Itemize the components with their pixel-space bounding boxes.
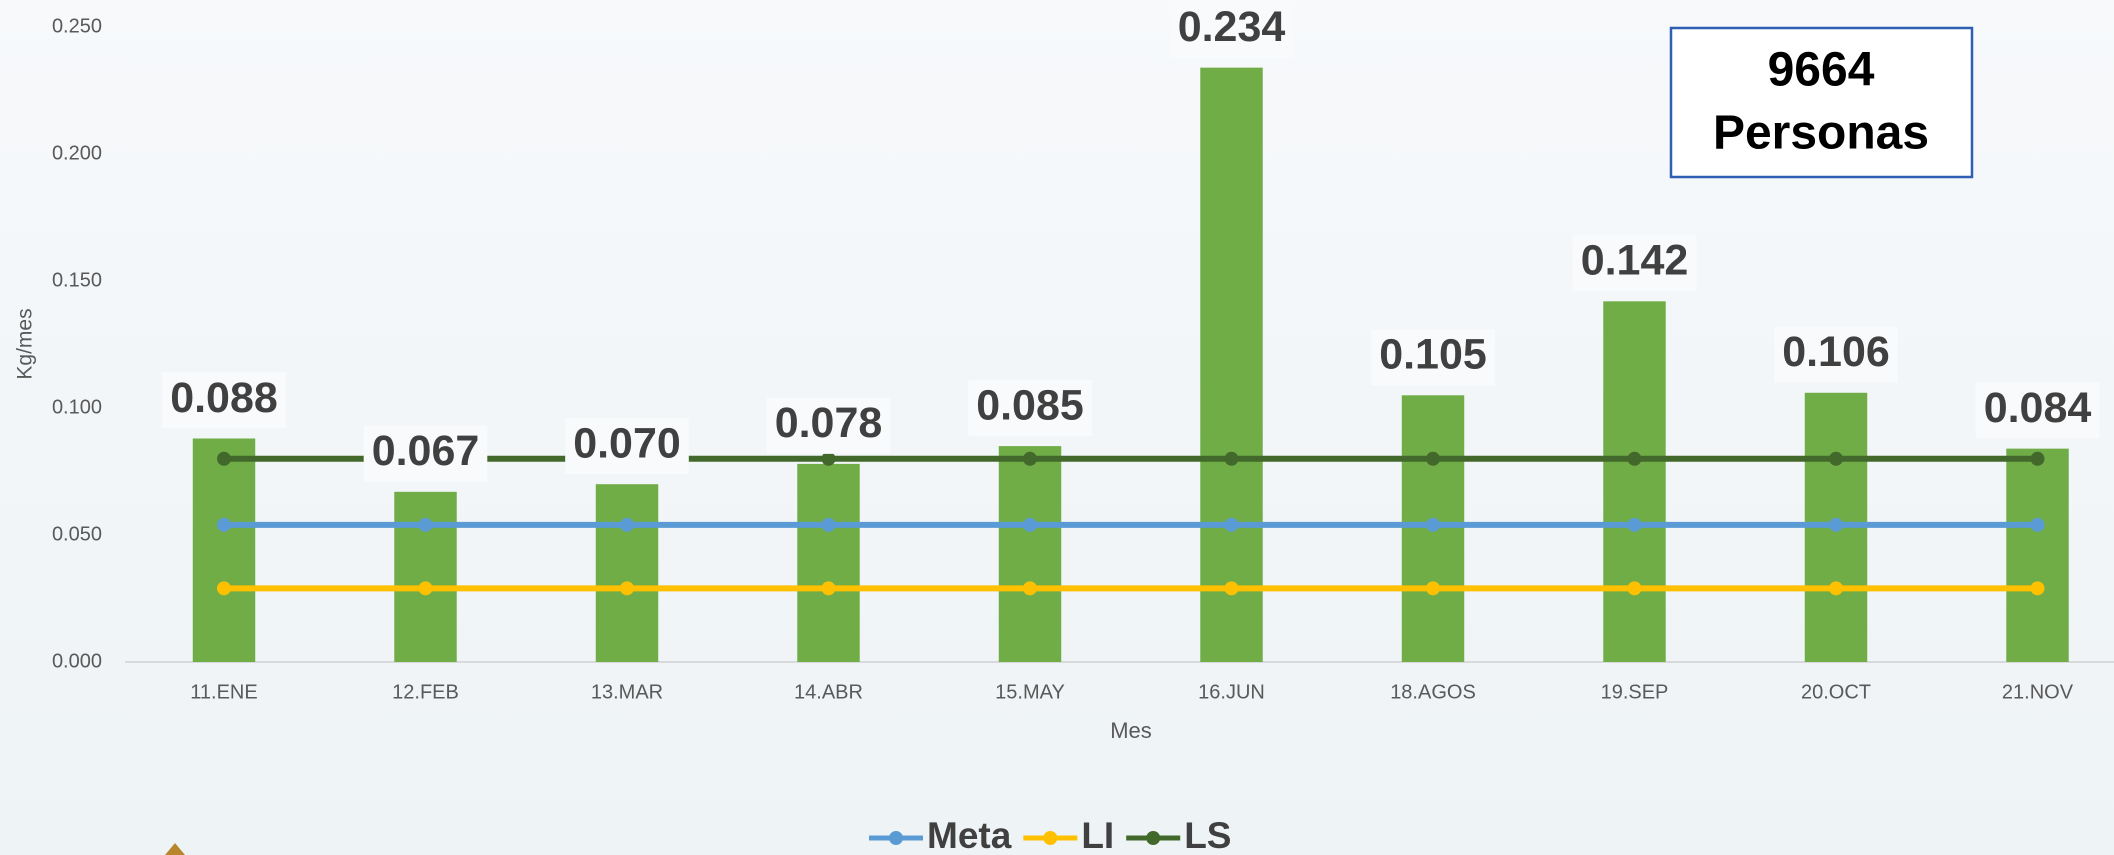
line-marker [2030, 451, 2045, 466]
data-label-group: 0.088 [162, 372, 286, 429]
data-label-group: 0.085 [968, 380, 1092, 437]
line-marker [1224, 581, 1239, 596]
data-label: 0.234 [1178, 3, 1286, 51]
line-marker [418, 517, 433, 532]
legend-marker [889, 831, 903, 845]
line-marker [217, 451, 231, 466]
line-marker [217, 581, 231, 596]
x-tick-label: 18.AGOS [1390, 681, 1476, 703]
data-label-group: 0.084 [1975, 382, 2100, 439]
x-tick-label: 19.SEP [1601, 681, 1669, 703]
data-label-group: 0.106 [1774, 326, 1898, 383]
line-marker [1224, 517, 1239, 532]
line-marker [1829, 517, 1843, 532]
data-label-bg [363, 425, 488, 482]
data-label-group: 0.078 [766, 397, 891, 454]
data-label-bg [1572, 235, 1697, 292]
bar [394, 491, 457, 662]
data-label: 0.106 [1782, 328, 1890, 376]
data-label-bg [766, 397, 891, 454]
y-tick-label: 0.100 [52, 396, 102, 418]
line-marker [620, 517, 634, 532]
data-label-group: 0.142 [1572, 235, 1697, 292]
line-marker [1829, 451, 1843, 466]
bar [2006, 448, 2069, 662]
x-tick-label: 15.MAY [995, 681, 1065, 703]
line-marker [1224, 451, 1239, 466]
x-axis-label: Mes [1110, 718, 1152, 743]
x-tick-label: 20.OCT [1801, 681, 1871, 703]
line-marker [821, 451, 836, 466]
line-marker [821, 517, 836, 532]
line-marker [418, 581, 433, 596]
data-label-bg [565, 418, 689, 475]
data-label: 0.078 [775, 399, 883, 447]
data-label-bg [162, 372, 286, 429]
legend-marker [1043, 831, 1058, 845]
y-tick-label: 0.050 [52, 523, 102, 545]
x-tick-label: 12.FEB [392, 681, 459, 703]
bar [1603, 301, 1666, 662]
line-marker [1627, 517, 1642, 532]
data-label: 0.085 [976, 381, 1084, 429]
data-label: 0.105 [1379, 331, 1487, 379]
bar [998, 446, 1062, 662]
data-label-bg [1774, 326, 1898, 383]
x-tick-label: 14.ABR [794, 681, 863, 703]
line-marker [1426, 451, 1440, 466]
data-label-bg [968, 380, 1092, 437]
line-marker [2030, 517, 2045, 532]
annotation: Personas [1713, 107, 1929, 160]
line-marker [1426, 581, 1440, 596]
x-tick-label: 21.NOV [2002, 681, 2074, 703]
line-marker [1627, 581, 1642, 596]
data-label: 0.142 [1581, 237, 1689, 285]
line-marker [1426, 517, 1440, 532]
data-label-bg [1975, 382, 2100, 439]
line-marker [1023, 581, 1037, 596]
data-label: 0.084 [1984, 384, 2092, 432]
legend-label: LS [1184, 815, 1231, 855]
data-label-group: 0.105 [1371, 329, 1495, 386]
bar [595, 484, 659, 662]
line-marker [1023, 451, 1037, 466]
line-marker [1023, 517, 1037, 532]
data-label-bg [1169, 1, 1294, 58]
data-label: 0.067 [372, 427, 480, 475]
data-label-group: 0.067 [363, 425, 488, 482]
line-marker [620, 581, 634, 596]
x-tick-label: 13.MAR [591, 681, 663, 703]
line-marker [1829, 581, 1843, 596]
bar [797, 463, 860, 662]
data-label: 0.088 [170, 374, 278, 422]
line-marker [2030, 581, 2045, 596]
legend-label: Meta [927, 815, 1012, 855]
legend-marker [1146, 831, 1161, 845]
x-tick-label: 16.JUN [1198, 681, 1265, 703]
line-marker [821, 581, 836, 596]
bar [192, 438, 256, 662]
y-tick-label: 0.150 [52, 269, 102, 291]
line-marker [217, 517, 231, 532]
y-tick-label: 0.200 [52, 142, 102, 164]
logo-fragment [165, 843, 185, 855]
annotation-box [1669, 26, 1974, 179]
data-label-group: 0.070 [565, 418, 689, 475]
y-tick-label: 0.250 [52, 15, 102, 37]
bar [1200, 67, 1263, 662]
data-label: 0.070 [573, 420, 681, 468]
annotation: 9664 [1768, 44, 1875, 97]
data-label-bg [1371, 329, 1495, 386]
y-axis-label: Kg/mes [14, 308, 37, 379]
x-tick-label: 11.ENE [190, 681, 257, 703]
line-marker [1627, 451, 1642, 466]
data-label-group: 0.234 [1169, 1, 1294, 58]
y-tick-label: 0.000 [52, 650, 102, 672]
legend-label: LI [1081, 815, 1114, 855]
